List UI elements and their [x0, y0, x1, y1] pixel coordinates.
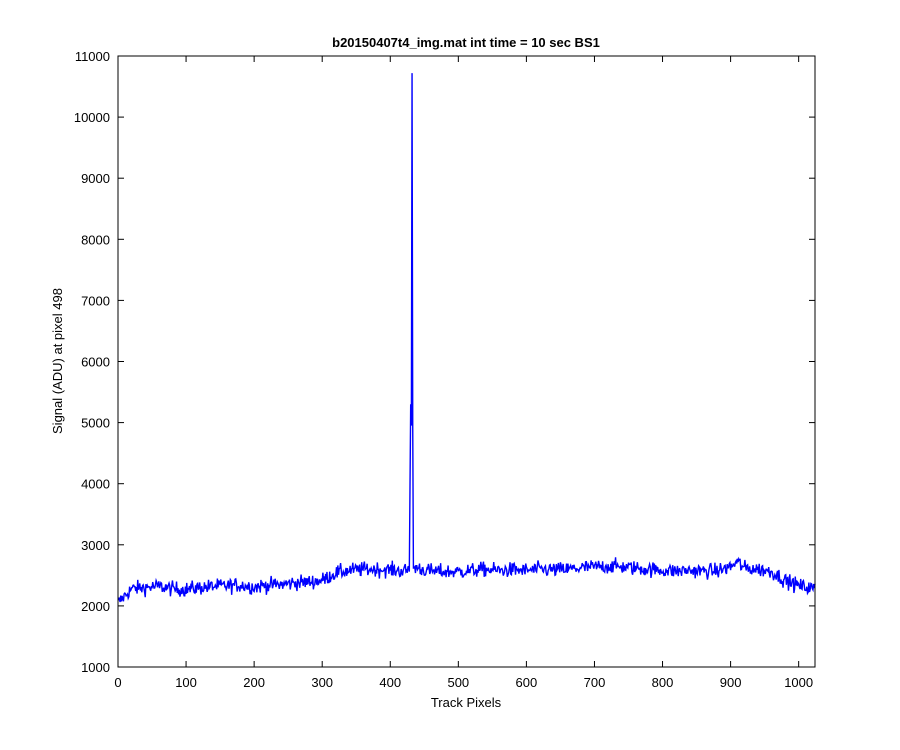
x-tick-label: 400 — [379, 675, 401, 690]
data-point — [526, 570, 527, 571]
y-tick-label: 1000 — [81, 660, 110, 675]
x-tick-label: 200 — [243, 675, 265, 690]
data-point — [411, 425, 412, 426]
data-point — [213, 586, 214, 587]
data-point — [420, 569, 421, 570]
data-point — [676, 571, 677, 572]
data-point — [444, 571, 445, 572]
y-tick-label: 10000 — [74, 110, 110, 125]
x-tick-label: 300 — [311, 675, 333, 690]
x-tick-label: 100 — [175, 675, 197, 690]
data-point — [553, 569, 554, 570]
data-point — [689, 570, 690, 571]
data-point — [281, 584, 282, 585]
data-point — [412, 73, 413, 74]
data-point — [662, 570, 663, 571]
data-point — [390, 569, 391, 570]
y-tick-label: 9000 — [81, 171, 110, 186]
data-point — [499, 570, 500, 571]
data-point — [172, 588, 173, 589]
data-point — [412, 425, 413, 426]
x-tick-label: 1000 — [784, 675, 813, 690]
data-point — [417, 567, 418, 568]
data-point — [431, 571, 432, 572]
y-tick-label: 3000 — [81, 538, 110, 553]
data-point — [580, 568, 581, 569]
data-point — [744, 568, 745, 569]
data-point — [540, 569, 541, 570]
series-line — [117, 73, 816, 603]
data-point — [363, 569, 364, 570]
data-point — [403, 571, 404, 572]
y-tick-label: 6000 — [81, 355, 110, 370]
x-axis: 0 100 200 300 400 500 600 700 800 900 1000 — [114, 56, 813, 690]
data-point — [349, 570, 350, 571]
data-point — [757, 569, 758, 570]
data-point — [322, 580, 323, 581]
data-point — [730, 566, 731, 567]
data-point — [703, 571, 704, 572]
data-point — [635, 568, 636, 569]
x-axis-label: Track Pixels — [431, 695, 502, 710]
data-point — [512, 569, 513, 570]
y-tick-label: 7000 — [81, 293, 110, 308]
data-point — [199, 587, 200, 588]
y-axis-label: Signal (ADU) at pixel 498 — [50, 288, 65, 434]
data-point — [294, 582, 295, 583]
data-point — [567, 569, 568, 570]
x-tick-label: 700 — [584, 675, 606, 690]
data-point — [186, 589, 187, 590]
data-point — [621, 566, 622, 567]
data-point — [785, 580, 786, 581]
data-point — [145, 587, 146, 588]
y-tick-label: 8000 — [81, 232, 110, 247]
data-point — [335, 572, 336, 573]
y-tick-label: 11000 — [75, 49, 110, 64]
x-tick-label: 600 — [516, 675, 538, 690]
y-tick-label: 4000 — [81, 477, 110, 492]
data-point — [608, 566, 609, 567]
y-tick-label: 2000 — [81, 599, 110, 614]
x-tick-label: 800 — [652, 675, 674, 690]
data-point — [485, 569, 486, 570]
series-layer — [117, 73, 816, 603]
data-point — [594, 566, 595, 567]
data-point — [458, 571, 459, 572]
x-tick-label: 0 — [114, 675, 121, 690]
data-point — [226, 585, 227, 586]
data-point — [409, 569, 410, 570]
data-point — [267, 585, 268, 586]
data-point — [414, 568, 415, 569]
data-point — [254, 586, 255, 587]
data-point — [716, 571, 717, 572]
y-tick-label: 5000 — [81, 416, 110, 431]
x-tick-label: 500 — [447, 675, 469, 690]
plot-area — [118, 56, 815, 667]
x-tick-label: 900 — [720, 675, 742, 690]
data-point — [240, 585, 241, 586]
data-point — [648, 569, 649, 570]
data-point — [376, 569, 377, 570]
data-point — [771, 571, 772, 572]
chart-title: b20150407t4_img.mat int time = 10 sec BS… — [332, 35, 600, 50]
data-point — [471, 570, 472, 571]
data-point — [413, 568, 414, 569]
data-point — [737, 561, 738, 562]
y-axis: 1000 2000 3000 4000 5000 6000 7000 8000 9000 1000… — [74, 49, 815, 675]
data-point — [410, 404, 411, 405]
data-point — [308, 582, 309, 583]
data-point — [798, 585, 799, 586]
data-point — [158, 586, 159, 587]
data-point — [131, 588, 132, 589]
